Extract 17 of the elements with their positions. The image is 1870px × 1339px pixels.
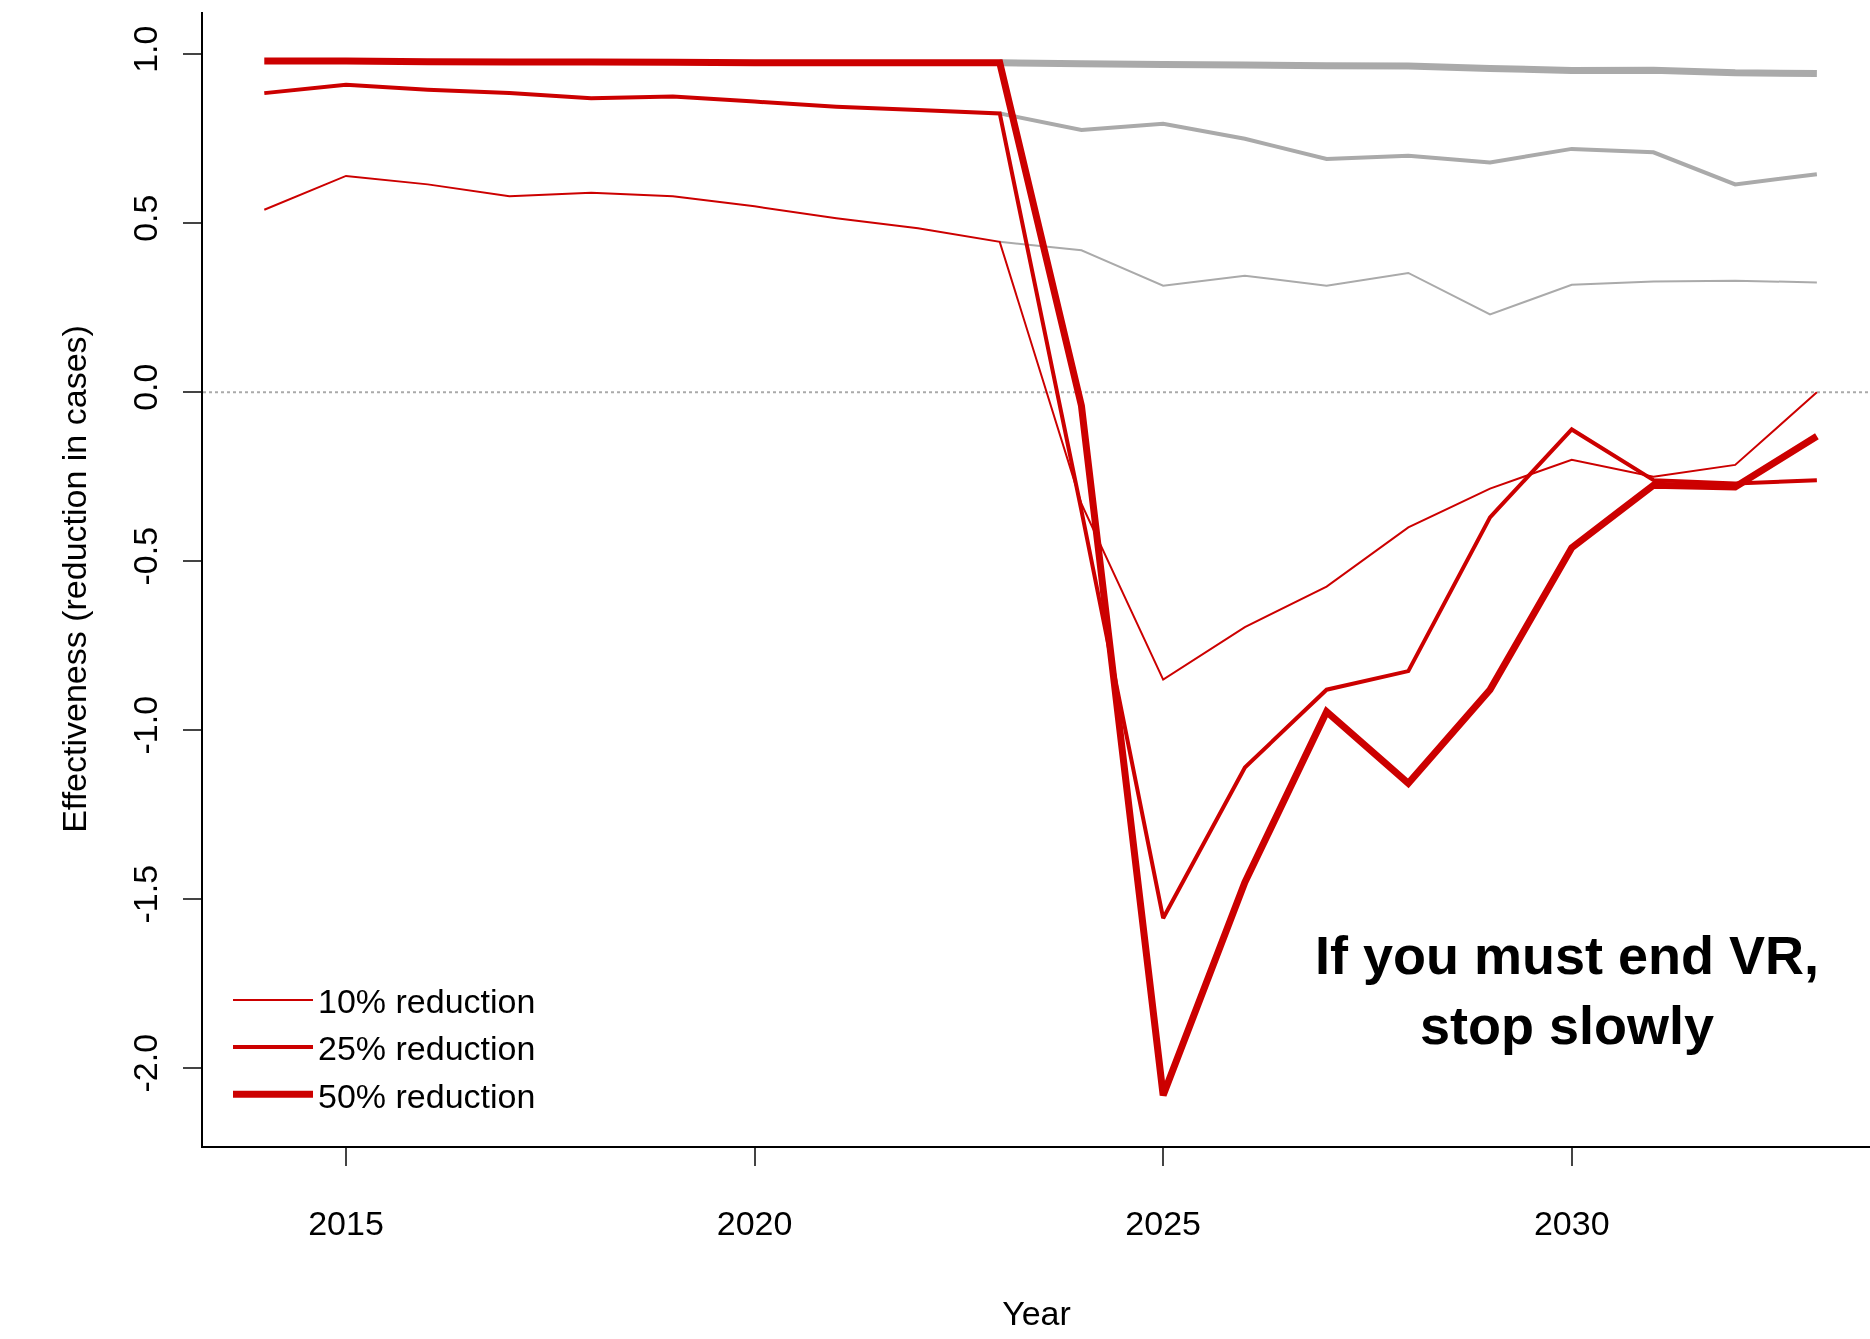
y-tick-label: 0.5 bbox=[126, 194, 165, 242]
y-tick-label: -1.5 bbox=[126, 864, 165, 924]
y-axis-title: Effectiveness (reduction in cases) bbox=[54, 325, 93, 833]
y-tick-label: 0.0 bbox=[126, 363, 165, 411]
x-tick-label: 2015 bbox=[308, 1203, 384, 1242]
x-tick-label: 2020 bbox=[716, 1203, 793, 1242]
x-tick-label: 2030 bbox=[1533, 1203, 1610, 1242]
x-axis-title: Year bbox=[1002, 1293, 1071, 1332]
legend-label: 10% reduction bbox=[318, 982, 536, 1021]
y-tick-label: -0.5 bbox=[126, 526, 165, 586]
y-tick-label: -2.0 bbox=[126, 1033, 165, 1093]
x-tick-label: 2025 bbox=[1125, 1203, 1201, 1242]
legend-label: 50% reduction bbox=[318, 1076, 536, 1115]
annotation: If you must end VR, stop slowly bbox=[1315, 925, 1820, 1056]
legend-label: 25% reduction bbox=[318, 1029, 536, 1068]
y-tick-label: -1.0 bbox=[126, 695, 165, 755]
y-tick-label: 1.0 bbox=[126, 25, 165, 73]
